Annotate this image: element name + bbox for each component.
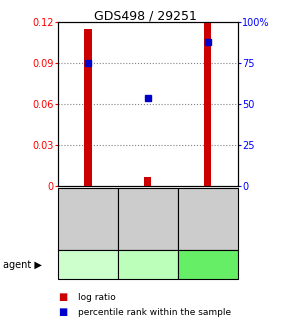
Text: GSM8749: GSM8749 — [84, 198, 93, 241]
Text: ■: ■ — [58, 292, 67, 302]
Text: agent ▶: agent ▶ — [3, 260, 42, 269]
Text: GSM8754: GSM8754 — [143, 198, 153, 241]
Bar — [204, 22, 211, 186]
Text: log ratio: log ratio — [78, 293, 116, 302]
Text: GSM8759: GSM8759 — [203, 198, 212, 241]
Text: GDS498 / 29251: GDS498 / 29251 — [94, 9, 196, 23]
Bar — [84, 29, 92, 186]
Text: TNFa: TNFa — [135, 260, 161, 269]
Text: IFNg: IFNg — [76, 260, 99, 269]
Bar — [144, 177, 151, 186]
Text: percentile rank within the sample: percentile rank within the sample — [78, 308, 231, 317]
Text: ■: ■ — [58, 307, 67, 318]
Text: IL4: IL4 — [200, 260, 215, 269]
